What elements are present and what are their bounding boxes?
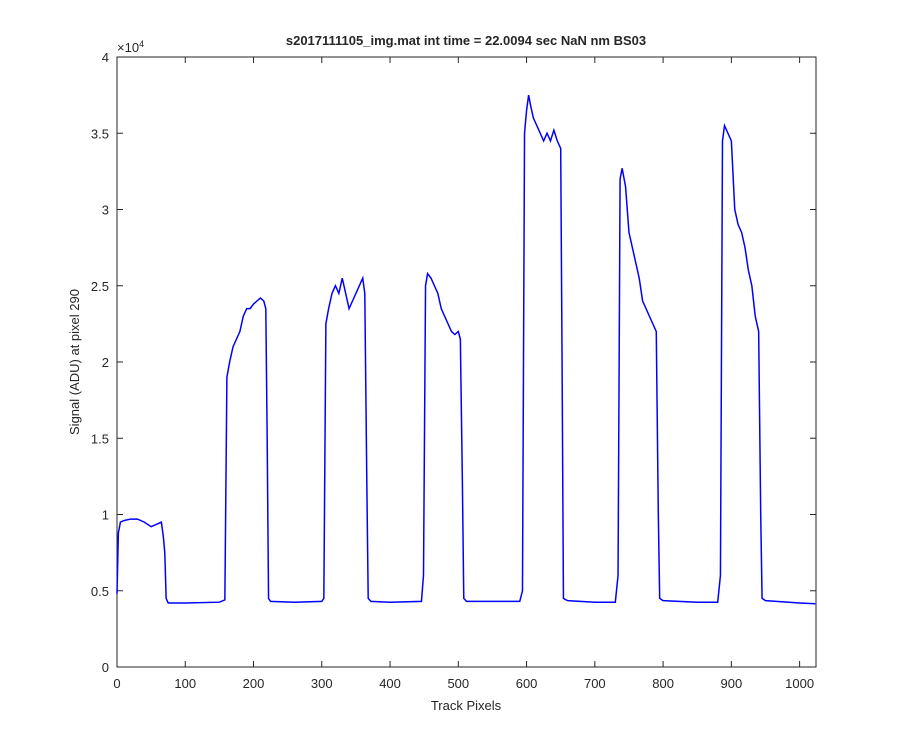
x-tick-label: 200 (243, 676, 265, 691)
y-tick-label: 2.5 (91, 279, 109, 294)
y-multiplier: ×104 (117, 39, 144, 55)
x-tick-label: 100 (174, 676, 196, 691)
y-tick-label: 3 (102, 203, 109, 218)
x-tick-label: 900 (721, 676, 743, 691)
x-tick-label: 300 (311, 676, 333, 691)
y-multiplier-base: ×10 (117, 40, 139, 55)
x-tick-label: 1000 (785, 676, 814, 691)
x-tick-label: 700 (584, 676, 606, 691)
y-tick-label: 3.5 (91, 126, 109, 141)
data-line (116, 94, 816, 605)
y-tick-label: 0 (102, 660, 109, 675)
chart-title: s2017111105_img.mat int time = 22.0094 s… (286, 33, 646, 48)
x-axis-label: Track Pixels (431, 698, 502, 713)
y-tick-label: 1.5 (91, 431, 109, 446)
plot-area (116, 56, 817, 668)
x-tick-label: 800 (652, 676, 674, 691)
x-tick-label: 600 (516, 676, 538, 691)
x-tick-label: 500 (447, 676, 469, 691)
y-tick-label: 0.5 (91, 584, 109, 599)
y-tick-label: 2 (102, 355, 109, 370)
x-tick-label: 0 (113, 676, 120, 691)
y-tick-label: 1 (102, 508, 109, 523)
y-axis-label: Signal (ADU) at pixel 290 (67, 289, 82, 435)
y-multiplier-exponent: 4 (139, 39, 144, 49)
x-tick-label: 400 (379, 676, 401, 691)
y-tick-label: 4 (102, 50, 109, 65)
